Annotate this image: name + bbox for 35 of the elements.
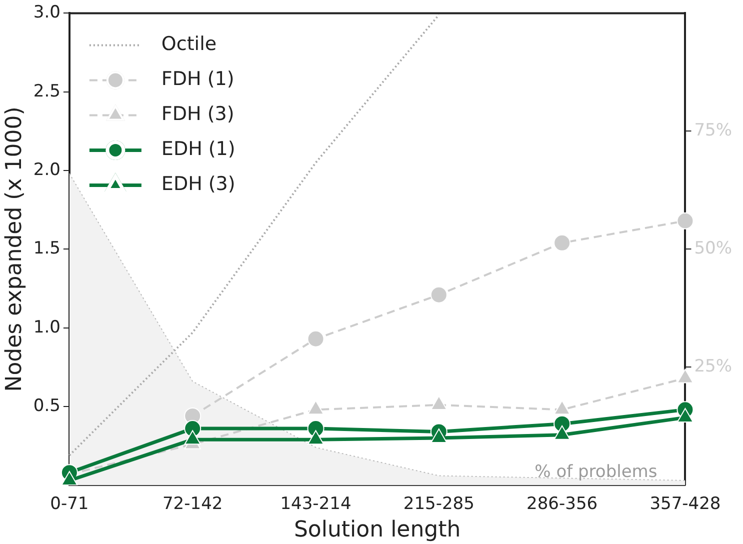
y-tick-label: 3.0	[33, 2, 60, 23]
point	[61, 470, 78, 486]
point	[676, 408, 694, 423]
legend-label: EDH (3)	[161, 173, 236, 196]
y-tick-label: 2.5	[33, 81, 60, 102]
point	[430, 428, 448, 443]
point	[307, 430, 324, 445]
point	[554, 425, 570, 440]
x-tick-label: 0-71	[50, 494, 89, 514]
x-tick-label: 143-214	[280, 494, 352, 514]
x-tick-label: 72-142	[162, 494, 223, 514]
legend-label: FDH (1)	[161, 68, 234, 90]
y-axis-title: Nodes expanded (x 1000)	[2, 106, 27, 392]
point	[307, 400, 324, 415]
y-tick-label: 1.0	[33, 317, 60, 338]
x-axis-title: Solution length	[294, 518, 461, 543]
point	[676, 368, 694, 384]
point	[554, 234, 571, 252]
point	[676, 212, 694, 230]
line-series	[68, 14, 440, 456]
point	[184, 430, 201, 445]
x-tick-label: 215-285	[403, 494, 474, 514]
y-tick-label: 0.5	[33, 396, 60, 416]
point	[430, 286, 448, 304]
legend-label: EDH (1)	[161, 138, 236, 160]
point	[554, 400, 570, 415]
legend-label: Octile	[161, 33, 217, 56]
y-tick-label: 2.0	[33, 160, 60, 180]
legend-label: FDH (3)	[161, 103, 234, 126]
annotation: % of problems	[534, 462, 658, 482]
y-tick-label: 1.5	[33, 238, 60, 259]
x-tick-label: 286-356	[526, 494, 598, 514]
x-tick-label: 357-428	[650, 494, 721, 514]
point	[430, 395, 448, 410]
point	[307, 330, 324, 348]
